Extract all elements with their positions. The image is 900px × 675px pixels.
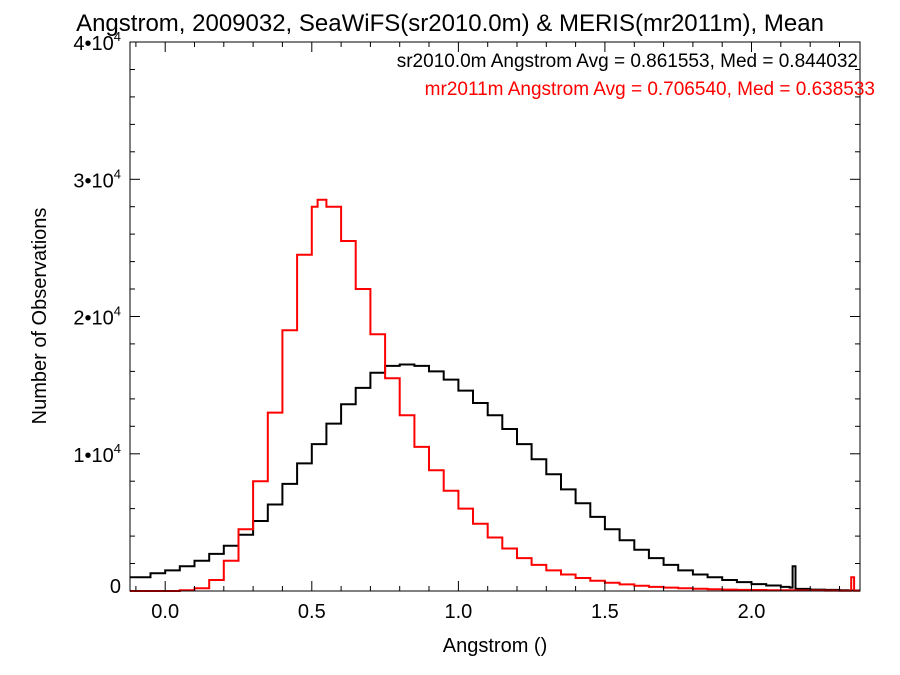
y-tick-label: 3•104 (73, 166, 121, 192)
x-tick-label: 0.5 (298, 601, 326, 623)
ticks-group: 0.0 0.5 1.0 1.5 2.0 0 1•104 2•104 3•104 4•104 (73, 29, 860, 623)
y-axis-label: Number of Observations (29, 208, 51, 425)
y-tick-label: 0 (110, 576, 121, 598)
chart-title: Angstrom, 2009032, SeaWiFS(sr2010.0m) & … (76, 10, 824, 37)
y-tick-label: 1•104 (73, 441, 121, 467)
legend-series-2: mr2011m Angstrom Avg = 0.706540, Med = 0… (425, 79, 875, 100)
x-tick-label: 1.5 (591, 601, 619, 623)
legend-series-1: sr2010.0m Angstrom Avg = 0.861553, Med =… (397, 51, 858, 72)
y-tick-label: 4•104 (73, 29, 121, 55)
series-line-1 (130, 363, 860, 592)
series-line-2 (130, 198, 860, 592)
x-tick-label: 0.0 (151, 601, 179, 623)
x-axis-label: Angstrom () (443, 635, 547, 657)
y-tick-label: 2•104 (73, 304, 121, 330)
series-group (130, 198, 860, 592)
x-tick-label: 2.0 (738, 601, 766, 623)
x-tick-label: 1.0 (444, 601, 472, 623)
